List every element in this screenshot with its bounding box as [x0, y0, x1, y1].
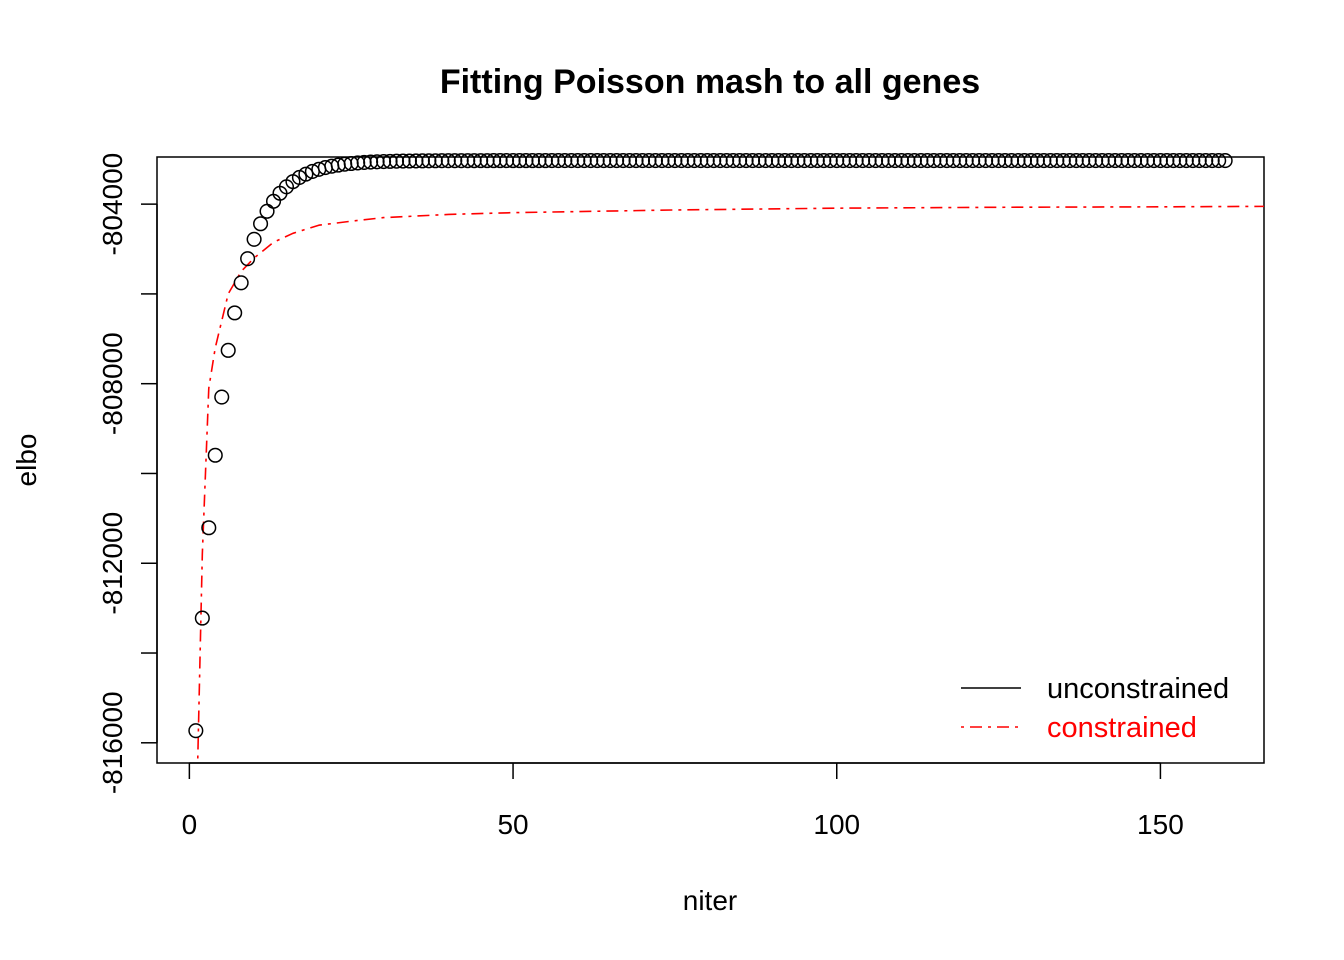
series-constrained: [196, 205, 1265, 759]
legend-label-unconstrained: unconstrained: [1047, 673, 1229, 705]
x-axis: 0 50 100 150: [182, 762, 1184, 840]
x-tick-label-0: 0: [182, 809, 198, 840]
chart-title: Fitting Poisson mash to all genes: [440, 63, 980, 101]
unconstrained-point-12: [259, 203, 275, 219]
unconstrained-point-7: [227, 305, 243, 321]
x-tick-label-50: 50: [497, 809, 528, 840]
unconstrained-point-18: [298, 166, 314, 182]
unconstrained-point-5: [214, 389, 230, 405]
unconstrained-point-11: [253, 216, 269, 232]
constrained-line: [196, 205, 1265, 759]
unconstrained-point-160: [1217, 153, 1233, 169]
y-tick-label--816000: -816000: [97, 691, 128, 794]
unconstrained-point-2: [194, 610, 210, 626]
unconstrained-point-6: [220, 342, 236, 358]
unconstrained-point-3: [201, 520, 217, 536]
y-axis-label: elbo: [11, 434, 42, 487]
x-axis-label: niter: [683, 885, 737, 916]
legend-label-constrained: constrained: [1047, 712, 1197, 744]
unconstrained-point-1: [188, 723, 204, 739]
unconstrained-point-4: [207, 447, 223, 463]
series-unconstrained: [188, 153, 1233, 739]
legend: unconstrained constrained: [961, 673, 1229, 744]
unconstrained-point-159: [1211, 153, 1227, 169]
y-axis: -816000 -812000 -808000 -804000: [97, 153, 158, 794]
y-tick-label--804000: -804000: [97, 153, 128, 256]
y-tick-label--812000: -812000: [97, 512, 128, 615]
x-tick-label-100: 100: [813, 809, 860, 840]
unconstrained-point-10: [246, 231, 262, 247]
unconstrained-point-8: [233, 275, 249, 291]
unconstrained-point-9: [240, 251, 256, 267]
y-tick-label--808000: -808000: [97, 332, 128, 435]
x-tick-label-150: 150: [1137, 809, 1184, 840]
